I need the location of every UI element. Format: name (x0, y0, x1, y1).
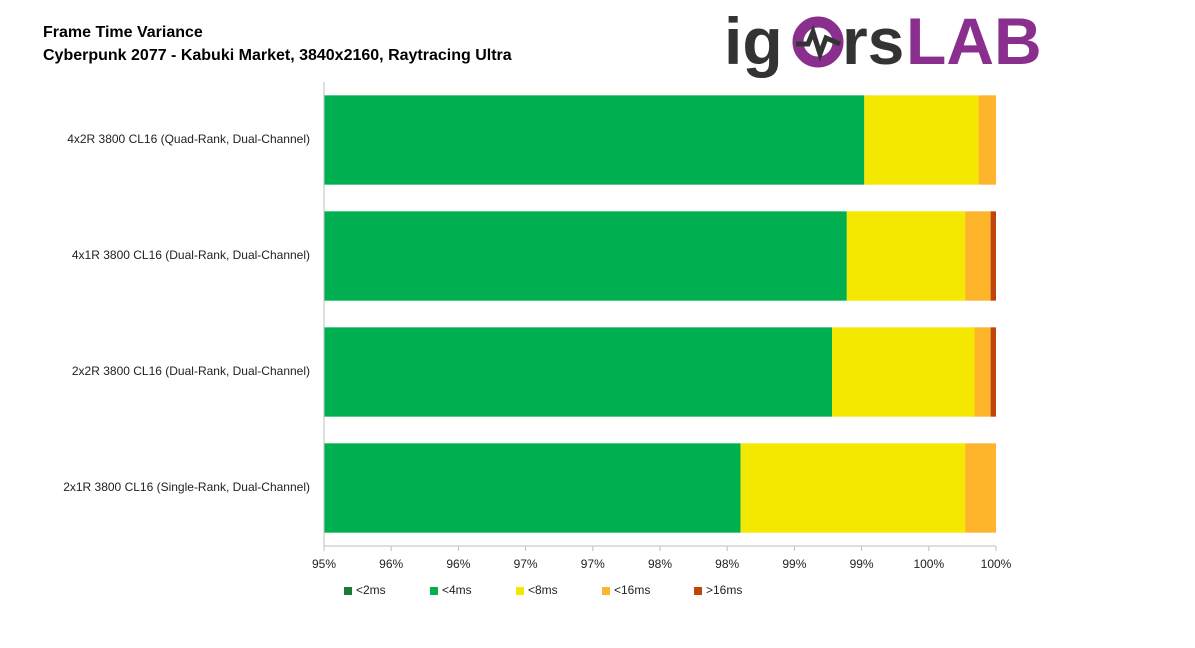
logo-text: ig (724, 4, 783, 78)
logo-accent: LAB (906, 4, 1042, 78)
x-tick-label: 96% (446, 557, 470, 571)
category-label: 4x1R 3800 CL16 (Dual-Rank, Dual-Channel) (72, 248, 310, 262)
bar-segment (965, 443, 996, 533)
legend-marker (430, 587, 438, 595)
x-tick-label: 95% (312, 557, 336, 571)
bar-segment (832, 327, 975, 417)
bar-segment (324, 443, 741, 533)
bar-segment (978, 95, 996, 185)
x-tick-label: 100% (981, 557, 1012, 571)
bar-segment (965, 211, 991, 301)
bar-segment (324, 327, 833, 417)
x-tick-label: 99% (850, 557, 874, 571)
legend-label: <2ms (356, 583, 386, 597)
legend-marker (694, 587, 702, 595)
x-tick-label: 99% (782, 557, 806, 571)
legend-label: <4ms (442, 583, 472, 597)
x-tick-label: 98% (648, 557, 672, 571)
x-tick-label: 97% (514, 557, 538, 571)
bar-segment (324, 211, 847, 301)
x-tick-label: 98% (715, 557, 739, 571)
bar-segment (974, 327, 991, 417)
bar-segment (864, 95, 979, 185)
legend-label: >16ms (706, 583, 742, 597)
category-label: 4x2R 3800 CL16 (Quad-Rank, Dual-Channel) (67, 132, 310, 146)
logo: ig rs LAB (724, 4, 1042, 78)
bar-segment (846, 211, 966, 301)
legend-label: <8ms (528, 583, 558, 597)
legend-label: <16ms (614, 583, 650, 597)
bar-segment (324, 95, 865, 185)
legend-marker (602, 587, 610, 595)
chart-subtitle: Cyberpunk 2077 - Kabuki Market, 3840x216… (43, 47, 512, 64)
logo-pulse (796, 24, 841, 62)
plot-area (324, 95, 996, 533)
x-tick-label: 97% (581, 557, 605, 571)
bar-segment (990, 327, 996, 417)
legend-marker (344, 587, 352, 595)
category-label: 2x1R 3800 CL16 (Single-Rank, Dual-Channe… (63, 480, 310, 494)
x-tick-label: 100% (913, 557, 944, 571)
bar-segment (740, 443, 966, 533)
chart-title: Frame Time Variance (43, 24, 203, 41)
x-tick-label: 96% (379, 557, 403, 571)
logo-text: rs (842, 4, 904, 78)
legend-marker (516, 587, 524, 595)
category-label: 2x2R 3800 CL16 (Dual-Rank, Dual-Channel) (72, 364, 310, 378)
bar-segment (990, 211, 996, 301)
